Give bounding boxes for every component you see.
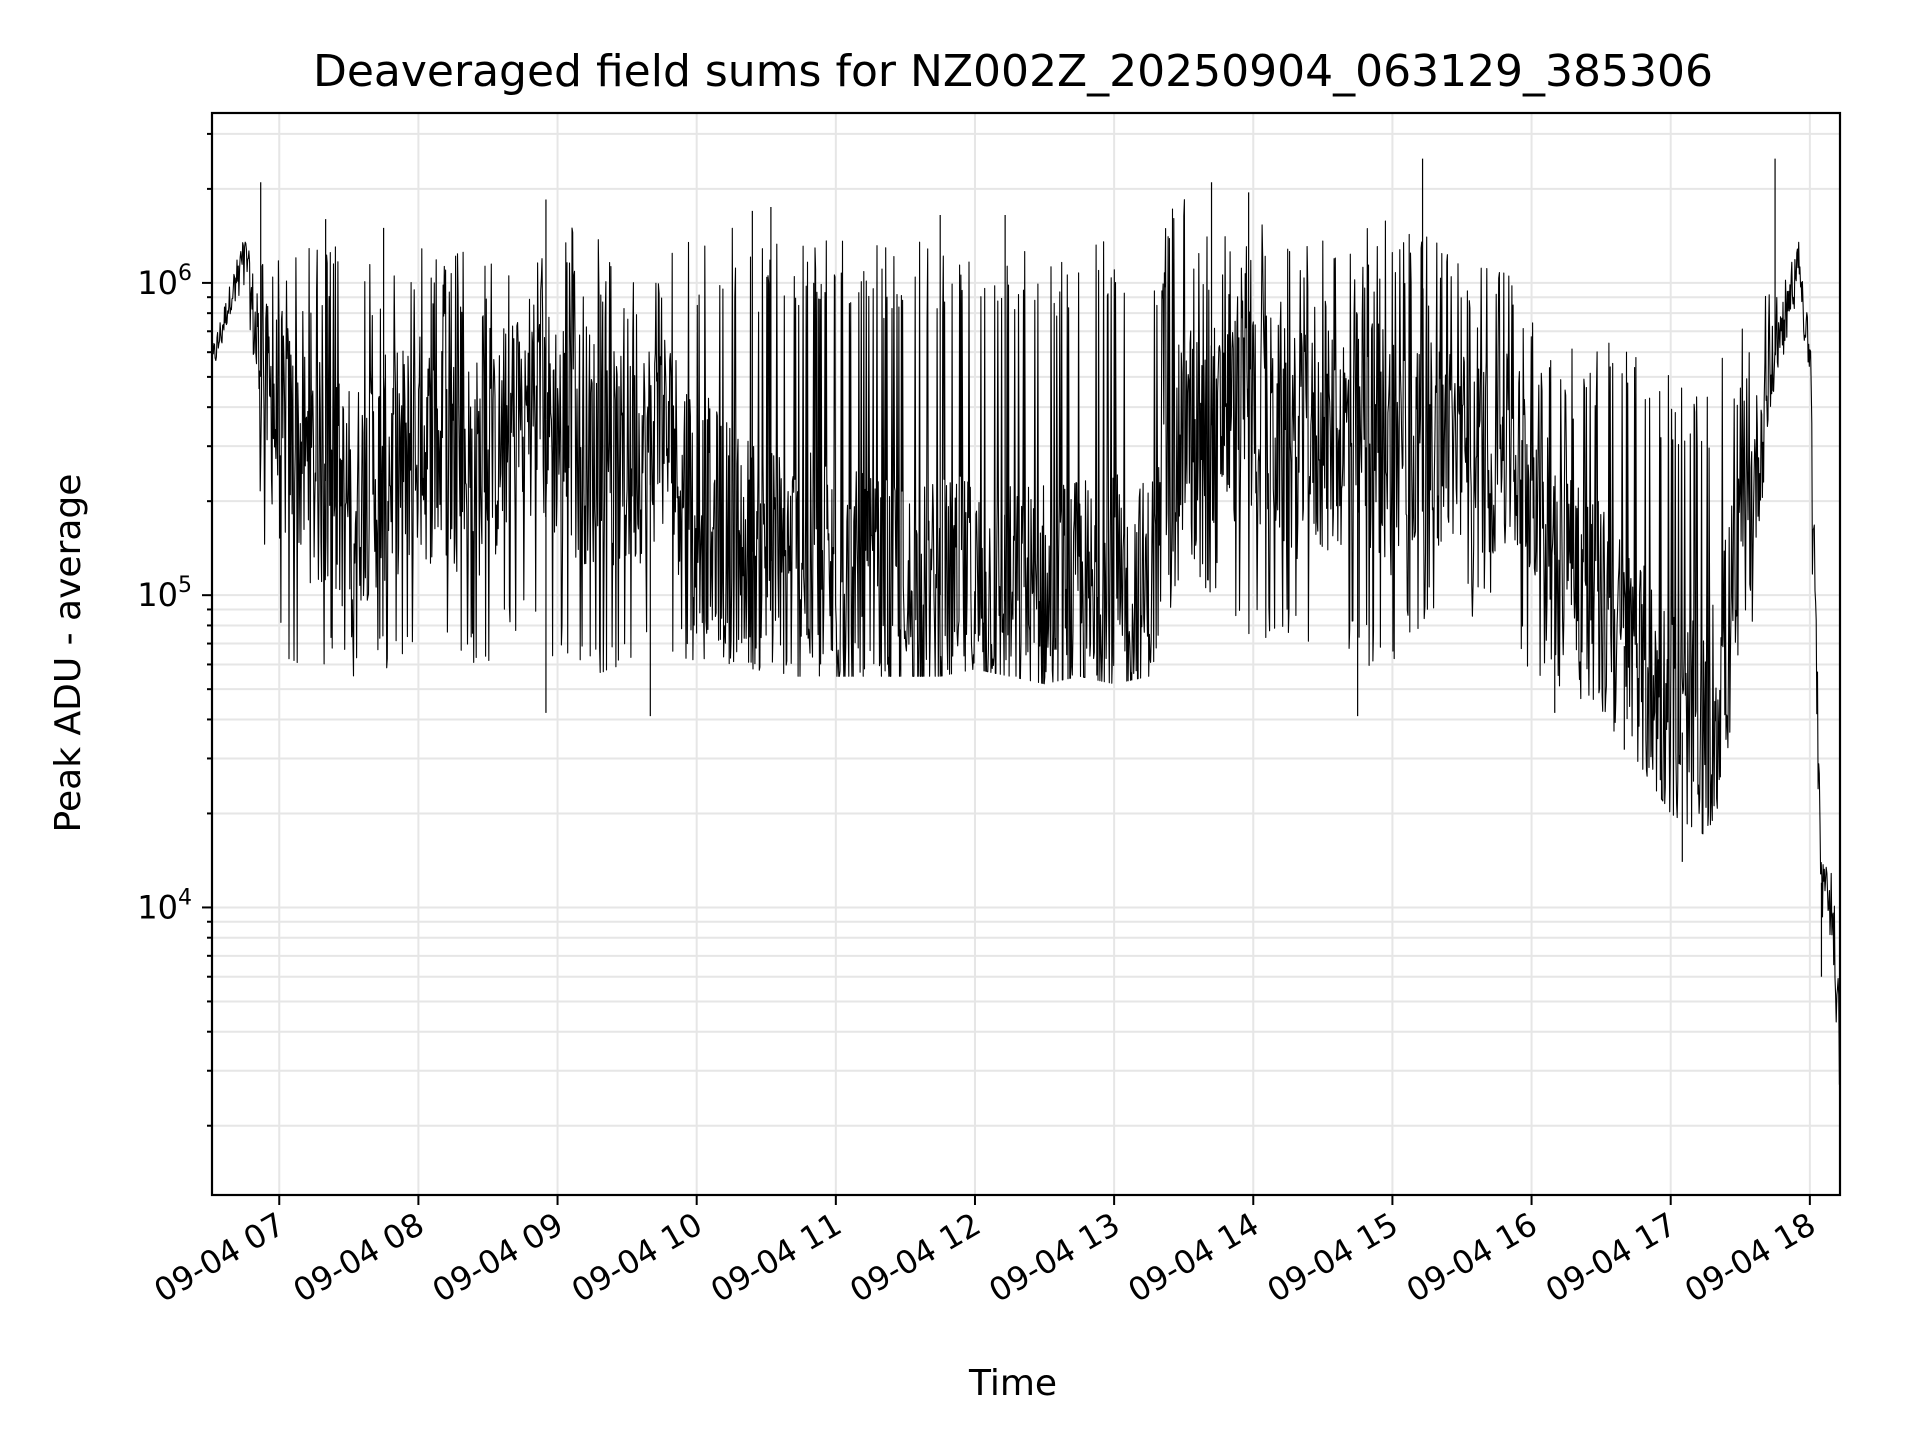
x-axis-label: Time xyxy=(968,1363,1057,1404)
chart-title: Deaveraged field sums for NZ002Z_2025090… xyxy=(313,46,1713,97)
y-tick-label: 104 xyxy=(137,885,192,926)
y-axis-label: Peak ADU - average xyxy=(48,474,89,833)
y-tick-label: 106 xyxy=(137,261,192,302)
y-axis-ticks: 104 105 106 xyxy=(137,132,212,1127)
series-line-layer xyxy=(211,158,1841,1086)
series-line xyxy=(211,199,1841,1086)
plot-frame xyxy=(210,111,1842,1197)
grid xyxy=(212,113,1840,1195)
y-tick-label: 105 xyxy=(137,573,192,614)
